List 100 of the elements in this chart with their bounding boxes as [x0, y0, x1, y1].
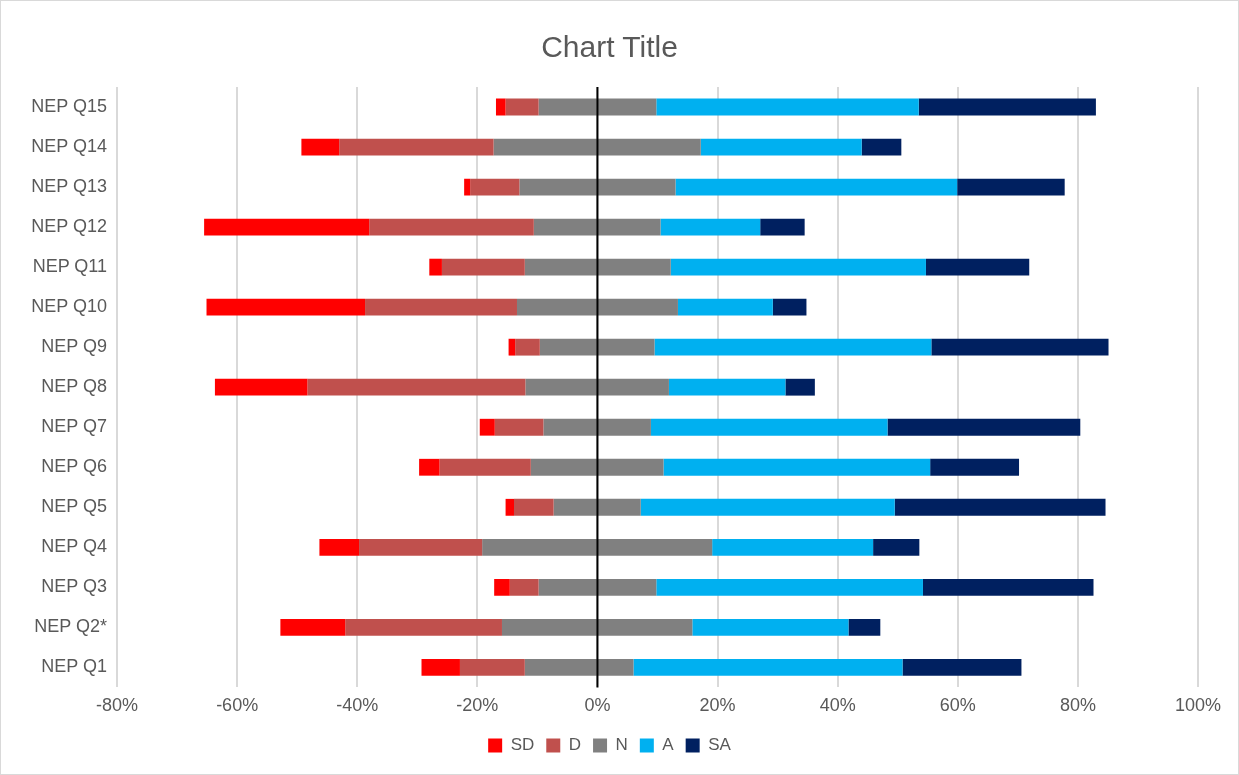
y-tick-label: NEP Q2*: [34, 616, 108, 637]
x-tick-label: 100%: [1174, 695, 1222, 716]
x-tick-label: -20%: [456, 695, 499, 716]
x-tick-label: 60%: [939, 695, 976, 716]
bar: [760, 218, 805, 236]
bar: [429, 258, 442, 276]
bar: [515, 338, 540, 356]
bar: [848, 618, 881, 636]
bar: [894, 498, 1106, 516]
bar: [301, 138, 340, 156]
bar: [640, 498, 895, 516]
bar: [663, 458, 931, 476]
bar: [365, 298, 517, 316]
x-tick-label: -60%: [216, 695, 259, 716]
bar: [206, 298, 366, 316]
y-tick-label: NEP Q3: [41, 576, 108, 597]
y-tick-label: NEP Q12: [31, 216, 108, 237]
bar: [204, 218, 370, 236]
bar: [677, 298, 773, 316]
bar: [656, 578, 923, 596]
bar: [675, 178, 958, 196]
y-tick-label: NEP Q6: [41, 456, 108, 477]
y-tick-label: NEP Q7: [41, 416, 108, 437]
bar: [530, 458, 664, 476]
bar: [470, 178, 520, 196]
bar: [459, 658, 525, 676]
x-tick-label: -40%: [336, 695, 379, 716]
legend-label: A: [662, 735, 675, 755]
bar: [494, 578, 510, 596]
bar: [214, 378, 308, 396]
bar: [359, 538, 483, 556]
bar: [692, 618, 849, 636]
bar: [482, 538, 713, 556]
bar: [668, 378, 786, 396]
y-tick-label: NEP Q15: [31, 95, 108, 116]
bar: [931, 338, 1109, 356]
y-tick-label: NEP Q9: [41, 336, 108, 357]
legend-label: SD: [510, 735, 535, 755]
bar: [925, 258, 1030, 276]
bar: [505, 498, 514, 516]
bar: [464, 178, 471, 196]
bar: [660, 218, 761, 236]
x-tick-label: 80%: [1059, 695, 1096, 716]
bar: [516, 298, 678, 316]
bar: [543, 418, 651, 436]
x-tick-label: 40%: [819, 695, 856, 716]
y-tick-label: NEP Q10: [31, 296, 108, 317]
bar: [419, 458, 440, 476]
bar: [918, 98, 1096, 116]
bar: [772, 298, 807, 316]
bar: [493, 138, 701, 156]
bar: [524, 658, 634, 676]
bar: [861, 138, 902, 156]
x-tick-label: 0%: [584, 695, 611, 716]
bar: [922, 578, 1094, 596]
bar: [538, 578, 657, 596]
bar: [421, 658, 460, 676]
bar: [339, 138, 494, 156]
bar: [533, 218, 661, 236]
y-tick-label: NEP Q11: [32, 256, 108, 277]
bar: [538, 98, 657, 116]
chart-title: Chart Title: [541, 30, 678, 64]
bar: [494, 418, 544, 436]
bar: [495, 98, 506, 116]
bar: [785, 378, 815, 396]
x-tick-label: -80%: [96, 695, 139, 716]
bar: [319, 538, 360, 556]
legend-label: D: [568, 735, 582, 755]
bar: [539, 338, 655, 356]
y-tick-label: NEP Q14: [31, 136, 108, 157]
legend-label: SA: [708, 735, 732, 755]
bar: [479, 418, 495, 436]
bar: [712, 538, 874, 556]
bar: [700, 138, 862, 156]
bar: [887, 418, 1081, 436]
bar: [441, 258, 525, 276]
bar: [307, 378, 526, 396]
bar: [553, 498, 641, 516]
bar: [508, 338, 516, 356]
y-tick-label: NEP Q1: [41, 656, 108, 677]
y-tick-label: NEP Q5: [41, 496, 108, 517]
bar: [345, 618, 502, 636]
bar: [369, 218, 534, 236]
y-tick-label: NEP Q13: [31, 176, 108, 197]
bar: [654, 338, 932, 356]
y-tick-label: NEP Q4: [41, 536, 108, 557]
bar: [519, 178, 676, 196]
bar: [930, 458, 1020, 476]
bar: [524, 258, 671, 276]
bar: [280, 618, 346, 636]
bar: [501, 618, 693, 636]
bar: [509, 578, 539, 596]
legend-label: N: [615, 735, 628, 755]
bar: [873, 538, 920, 556]
bar: [439, 458, 531, 476]
bar: [656, 98, 919, 116]
bar: [902, 658, 1022, 676]
bar: [957, 178, 1065, 196]
bar: [513, 498, 554, 516]
bar: [670, 258, 926, 276]
